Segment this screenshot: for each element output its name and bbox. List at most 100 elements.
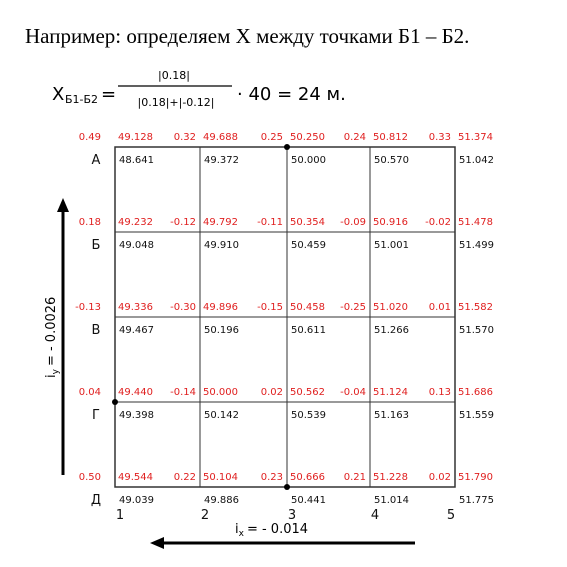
column-label: 2 [201,508,209,523]
design-mark: 50.104 [203,472,238,483]
work-mark: -0.09 [340,217,366,228]
design-mark: 50.812 [373,132,408,143]
work-mark: 0.13 [429,387,451,398]
column-label: 5 [447,508,455,523]
slope-x-base: i [235,522,239,537]
arrowhead [57,198,69,212]
slope-x-rest: = - 0.014 [247,522,308,537]
design-mark: 51.790 [458,472,493,483]
design-mark: 49.128 [118,132,153,143]
formula-result: · 40 = 24 м. [237,84,346,105]
actual-mark: 48.641 [119,155,154,166]
actual-mark: 50.196 [204,325,239,336]
work-mark: 0.32 [174,132,196,143]
actual-mark: 49.372 [204,155,239,166]
actual-mark: 50.142 [204,410,239,421]
actual-mark: 49.039 [119,495,154,506]
actual-mark: 51.775 [459,495,494,506]
work-mark: -0.04 [340,387,366,398]
actual-mark: 51.163 [374,410,409,421]
slope-x-sub: x [239,529,245,539]
actual-mark: 50.441 [291,495,326,506]
design-mark: 50.916 [373,217,408,228]
actual-mark: 50.000 [291,155,326,166]
work-mark: 0.50 [79,472,101,483]
formula-x: Х [52,84,64,105]
row-label: В [92,323,101,338]
actual-mark: 49.048 [119,240,154,251]
grid-lines [114,146,456,488]
formula-eq: = [101,84,116,105]
work-mark: 0.02 [261,387,283,398]
design-mark: 50.354 [290,217,325,228]
design-mark: 50.250 [290,132,325,143]
actual-mark: 49.886 [204,495,239,506]
formula-numerator: |0.18| [158,69,190,82]
row-label: Б [92,238,101,253]
work-mark: -0.13 [75,302,101,313]
slope-y: iy = - 0.0026 [44,297,61,378]
design-mark: 50.000 [203,387,238,398]
design-mark: 49.544 [118,472,153,483]
design-mark: 51.228 [373,472,408,483]
formula-denominator: |0.18|+|-0.12| [138,96,215,109]
design-mark: 50.458 [290,302,325,313]
design-mark: 49.232 [118,217,153,228]
work-mark: 0.04 [79,387,101,398]
work-mark: -0.30 [170,302,196,313]
slope-y-rest: = - 0.0026 [44,297,59,366]
point [284,484,290,490]
title: Например: определяем Х между точками Б1 … [25,24,469,48]
work-mark: 0.22 [174,472,196,483]
work-mark: 0.21 [344,472,366,483]
work-mark: 0.25 [261,132,283,143]
design-mark: 51.686 [458,387,493,398]
work-mark: 0.24 [344,132,366,143]
actual-mark: 50.570 [374,155,409,166]
design-mark: 49.688 [203,132,238,143]
point [284,144,290,150]
work-mark: 0.33 [429,132,451,143]
design-mark: 49.792 [203,217,238,228]
work-mark: 0.49 [79,132,101,143]
actual-mark: 49.467 [119,325,154,336]
slope-x: ix = - 0.014 [235,522,308,539]
row-label: Г [92,408,100,423]
design-mark: 51.478 [458,217,493,228]
row-label: А [92,153,101,168]
actual-mark: 51.042 [459,155,494,166]
slope-y-sub: y [51,368,61,374]
actual-mark: 50.611 [291,325,326,336]
actual-mark: 51.559 [459,410,494,421]
actual-mark: 51.266 [374,325,409,336]
work-mark: -0.12 [170,217,196,228]
actual-mark: 50.539 [291,410,326,421]
column-label: 4 [371,508,379,523]
actual-mark: 49.398 [119,410,154,421]
actual-mark: 51.014 [374,495,409,506]
design-mark: 49.896 [203,302,238,313]
actual-mark: 51.499 [459,240,494,251]
actual-mark: 49.910 [204,240,239,251]
actual-mark: 50.459 [291,240,326,251]
design-mark: 51.374 [458,132,493,143]
point [112,399,118,405]
work-mark: 0.02 [429,472,451,483]
work-mark: -0.02 [425,217,451,228]
row-label: Д [91,493,101,508]
column-label: 1 [116,508,124,523]
work-mark: -0.25 [340,302,366,313]
work-mark: -0.14 [170,387,196,398]
work-mark: 0.18 [79,217,101,228]
actual-mark: 51.001 [374,240,409,251]
slope-y-base: i [44,374,59,378]
formula-x-sub: Б1-Б2 [65,93,98,106]
arrowhead [150,537,164,549]
work-mark: -0.11 [257,217,283,228]
design-mark: 50.562 [290,387,325,398]
work-mark: -0.15 [257,302,283,313]
design-mark: 49.440 [118,387,153,398]
column-label: 3 [288,508,296,523]
design-mark: 50.666 [290,472,325,483]
